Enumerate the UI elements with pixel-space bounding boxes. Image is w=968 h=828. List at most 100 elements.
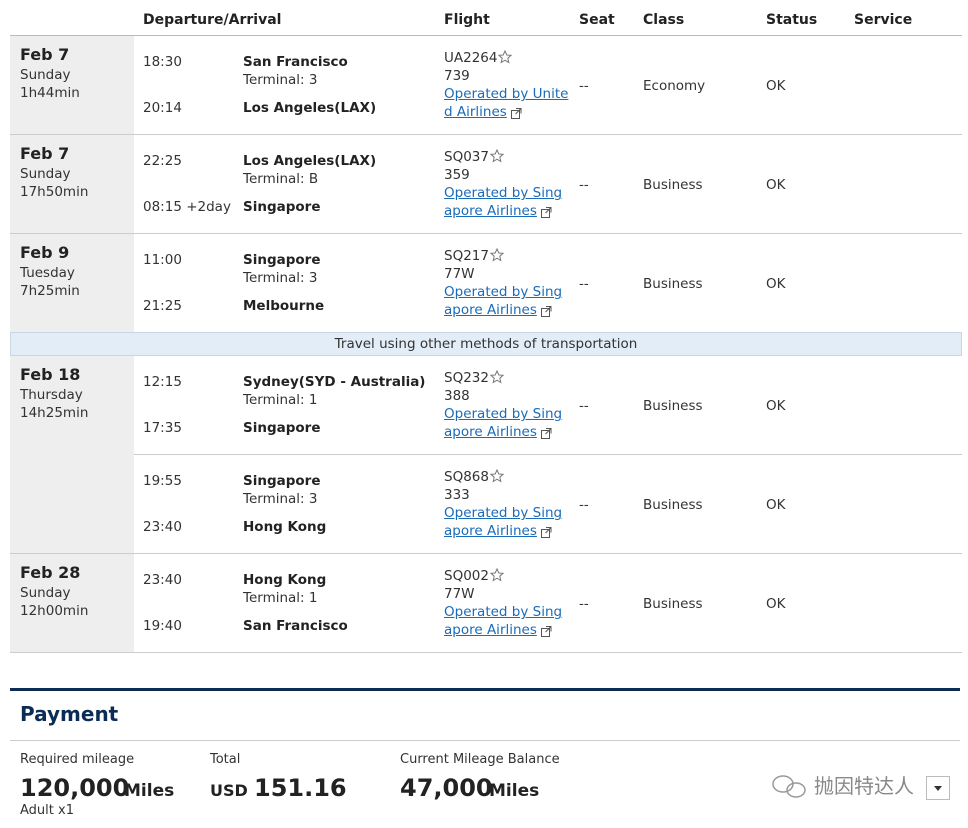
row-rule bbox=[134, 454, 962, 455]
star-icon bbox=[489, 567, 505, 582]
departure-time: 23:40 bbox=[143, 572, 182, 588]
column-header: Flight bbox=[444, 12, 490, 28]
wechat-icon-svg bbox=[772, 775, 806, 798]
star-icon bbox=[497, 49, 513, 64]
departure-airport: Singapore bbox=[243, 252, 321, 268]
status: OK bbox=[766, 596, 786, 612]
external-link-icon bbox=[540, 526, 553, 539]
class: Business bbox=[643, 497, 703, 513]
column-header: Class bbox=[643, 12, 685, 28]
mileage-label: Required mileage bbox=[20, 752, 135, 767]
dropdown-toggle[interactable] bbox=[926, 776, 950, 800]
date-cell bbox=[10, 234, 134, 332]
date-cell bbox=[10, 36, 134, 134]
star-icon bbox=[489, 369, 505, 384]
date: Feb 18 bbox=[20, 365, 81, 384]
operator-link[interactable]: Operated by United Airlines bbox=[444, 86, 569, 120]
column-header: Departure/Arrival bbox=[143, 12, 282, 28]
operator-link[interactable]: Operated by Singapore Airlines bbox=[444, 505, 563, 539]
duration: 12h00min bbox=[20, 603, 89, 619]
mileage-note: Adult x1 bbox=[20, 803, 74, 818]
duration: 14h25min bbox=[20, 405, 89, 421]
arrival-airport: San Francisco bbox=[243, 618, 348, 634]
arrival-time: 21:25 bbox=[143, 298, 182, 314]
row-rule bbox=[10, 134, 962, 135]
star-icon-svg bbox=[489, 247, 505, 262]
status: OK bbox=[766, 398, 786, 414]
column-header: Seat bbox=[579, 12, 615, 28]
external-link-icon bbox=[540, 625, 553, 638]
external-link-icon-svg bbox=[540, 306, 552, 317]
departure-time: 19:55 bbox=[143, 473, 182, 489]
aircraft: 77W bbox=[444, 586, 475, 602]
seat: -- bbox=[579, 78, 589, 94]
terminal: Terminal: 1 bbox=[243, 392, 318, 408]
seat: -- bbox=[579, 497, 589, 513]
column-header: Service bbox=[854, 12, 913, 28]
departure-airport: San Francisco bbox=[243, 54, 348, 70]
seat: -- bbox=[579, 177, 589, 193]
arrival-time: 08:15 +2day bbox=[143, 199, 231, 215]
external-link-icon bbox=[510, 107, 523, 120]
terminal: Terminal: 3 bbox=[243, 270, 318, 286]
payment-rule-top bbox=[10, 688, 960, 691]
class: Economy bbox=[643, 78, 706, 94]
balance-unit: Miles bbox=[489, 781, 540, 801]
departure-airport: Los Angeles(LAX) bbox=[243, 153, 377, 169]
external-link-icon bbox=[540, 427, 553, 440]
flight-number: SQ037 bbox=[444, 149, 489, 165]
departure-time: 22:25 bbox=[143, 153, 182, 169]
arrival-time: 17:35 bbox=[143, 420, 182, 436]
status: OK bbox=[766, 177, 786, 193]
seat: -- bbox=[579, 596, 589, 612]
payment-title: Payment bbox=[20, 702, 119, 726]
dropdown-arrow bbox=[934, 786, 942, 791]
total-label: Total bbox=[210, 752, 241, 767]
aircraft: 739 bbox=[444, 68, 470, 84]
terminal: Terminal: B bbox=[243, 171, 319, 187]
duration: 17h50min bbox=[20, 184, 89, 200]
star-icon bbox=[489, 468, 505, 483]
class: Business bbox=[643, 398, 703, 414]
duration: 1h44min bbox=[20, 85, 80, 101]
notice-bar bbox=[10, 332, 962, 356]
seat: -- bbox=[579, 276, 589, 292]
arrival-time: 19:40 bbox=[143, 618, 182, 634]
arrival-time: 23:40 bbox=[143, 519, 182, 535]
operator-link[interactable]: Operated by Singapore Airlines bbox=[444, 185, 563, 219]
star-icon bbox=[489, 247, 505, 262]
total-currency: USD bbox=[210, 781, 248, 800]
flight-number: UA2264 bbox=[444, 50, 498, 66]
flight-number: SQ868 bbox=[444, 469, 489, 485]
flight-number: SQ232 bbox=[444, 370, 489, 386]
duration: 7h25min bbox=[20, 283, 80, 299]
date: Feb 28 bbox=[20, 563, 81, 582]
watermark: 抛因特达人 bbox=[814, 774, 914, 798]
seat: -- bbox=[579, 398, 589, 414]
date: Feb 7 bbox=[20, 45, 70, 64]
external-link-icon bbox=[540, 305, 553, 318]
operator-link[interactable]: Operated by Singapore Airlines bbox=[444, 284, 563, 318]
external-link-icon-svg bbox=[510, 108, 522, 119]
status: OK bbox=[766, 276, 786, 292]
mileage-unit: Miles bbox=[124, 781, 175, 801]
operator-link[interactable]: Operated by Singapore Airlines bbox=[444, 406, 563, 440]
external-link-icon-svg bbox=[540, 626, 552, 637]
operator-link[interactable]: Operated by Singapore Airlines bbox=[444, 604, 563, 638]
row-rule bbox=[10, 652, 962, 653]
class: Business bbox=[643, 276, 703, 292]
weekday: Tuesday bbox=[20, 265, 75, 281]
weekday: Sunday bbox=[20, 166, 71, 182]
star-icon bbox=[489, 148, 505, 163]
departure-time: 18:30 bbox=[143, 54, 182, 70]
flight-number: SQ002 bbox=[444, 568, 489, 584]
class: Business bbox=[643, 596, 703, 612]
terminal: Terminal: 3 bbox=[243, 72, 318, 88]
external-link-icon-svg bbox=[540, 207, 552, 218]
external-link-icon-svg bbox=[540, 527, 552, 538]
star-icon-svg bbox=[489, 468, 505, 483]
arrival-airport: Singapore bbox=[243, 420, 321, 436]
weekday: Sunday bbox=[20, 67, 71, 83]
